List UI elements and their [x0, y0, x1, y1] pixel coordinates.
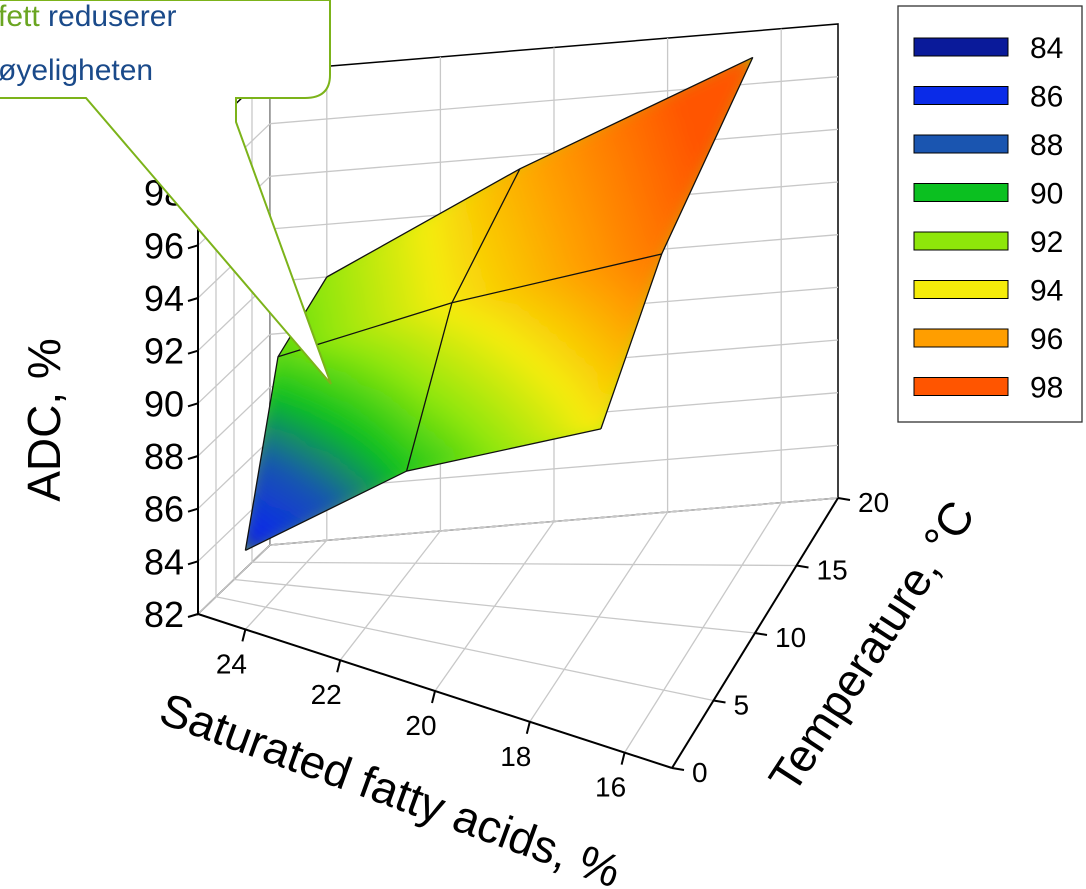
x-tick-label: 24 — [216, 648, 247, 679]
y-tick-label: 5 — [734, 690, 750, 721]
z-tick — [187, 560, 199, 566]
legend-swatch — [913, 280, 1009, 299]
legend-label: 96 — [1030, 323, 1063, 356]
z-tick-label: 96 — [144, 225, 184, 266]
legend-label: 90 — [1030, 178, 1063, 211]
z-tick-label: 92 — [144, 331, 184, 372]
y-tick-label: 20 — [858, 487, 889, 518]
z-tick — [187, 507, 199, 513]
callout-line2: øyeligheten — [0, 54, 153, 87]
legend-swatch — [913, 134, 1009, 154]
callout: fett reduserer øyeligheten — [0, 0, 332, 385]
y-tick-label: 10 — [775, 622, 806, 653]
x-tick-label: 20 — [405, 710, 436, 741]
y-tick — [796, 564, 809, 569]
z-tick-label: 90 — [144, 383, 184, 424]
legend-swatch — [913, 377, 1009, 396]
z-tick-label: 88 — [144, 436, 184, 477]
floor-grid-y — [251, 561, 797, 567]
z-tick-label: 94 — [144, 278, 184, 319]
z-tick — [187, 455, 199, 460]
z-tick — [187, 297, 199, 302]
legend-swatch — [913, 183, 1009, 202]
legend-swatch — [913, 86, 1009, 105]
z-tick-label: 82 — [144, 594, 184, 635]
legend-swatch — [913, 37, 1009, 57]
y-tick — [713, 699, 726, 704]
legend-label: 98 — [1030, 372, 1063, 405]
legend-label: 94 — [1030, 275, 1063, 308]
legend-label: 86 — [1030, 81, 1063, 114]
legend: 84 86 88 90 92 94 96 98 — [897, 5, 1083, 423]
legend-label: 84 — [1030, 32, 1063, 65]
x-tick — [620, 752, 626, 765]
y-tick — [754, 632, 768, 636]
z-axis-label: ADC, % — [18, 338, 70, 502]
z-tick — [187, 349, 199, 355]
legend-label: 88 — [1030, 129, 1063, 162]
x-tick — [431, 690, 436, 704]
y-tick — [671, 767, 685, 771]
x-axis-label: Saturated fatty acids, % — [153, 682, 627, 889]
callout-bubble — [0, 0, 332, 385]
legend-label: 92 — [1030, 226, 1063, 259]
z-tick-label: 86 — [144, 489, 184, 530]
surface-mesh-line — [244, 276, 328, 551]
y-tick-label: 0 — [692, 757, 708, 788]
legend-swatch — [913, 231, 1009, 251]
x-tick-label: 16 — [595, 772, 626, 803]
y-tick-label: 15 — [817, 555, 848, 586]
surface-mesh-line — [600, 57, 754, 430]
legend-swatch — [913, 328, 1009, 348]
x-tick — [336, 659, 342, 673]
y-tick — [837, 497, 851, 501]
z-tick — [187, 402, 199, 408]
z-tick-label: 84 — [144, 541, 184, 582]
floor-grid-y — [215, 596, 714, 702]
z-tick — [187, 613, 199, 618]
x-tick-label: 18 — [500, 741, 531, 772]
floor-grid-y — [233, 578, 756, 634]
x-tick — [241, 629, 247, 642]
x-tick — [525, 721, 531, 735]
x-tick-label: 22 — [311, 679, 342, 710]
legend-box — [897, 5, 1083, 423]
callout-line1: fett reduserer — [0, 0, 176, 33]
z-tick — [187, 244, 199, 250]
surface-mesh-line — [405, 168, 521, 472]
